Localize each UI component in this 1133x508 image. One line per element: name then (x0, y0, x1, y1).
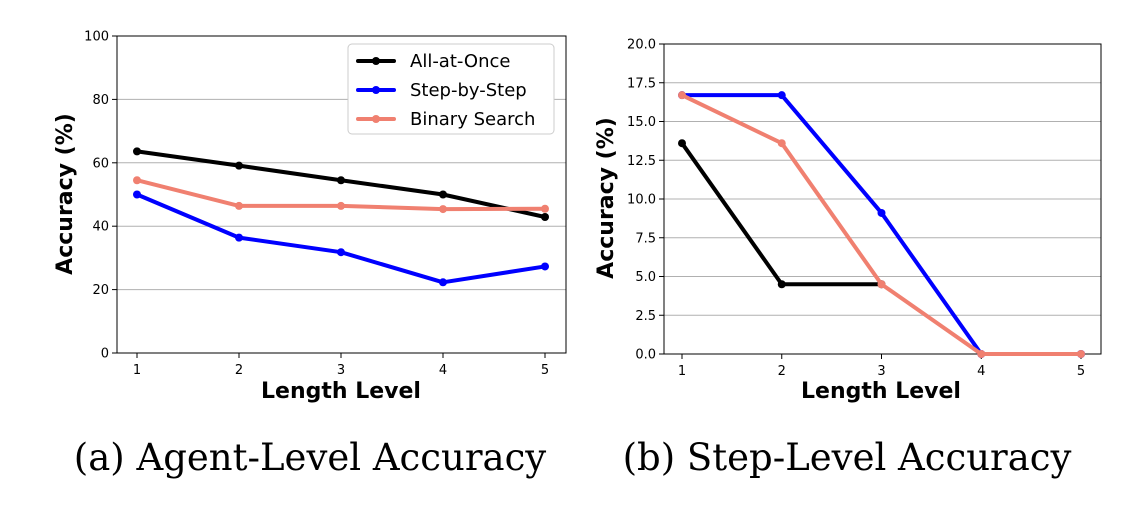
y-tick-label: 100 (84, 30, 109, 45)
y-tick-label: 0 (101, 347, 109, 362)
y-tick-label: 17.5 (627, 76, 656, 91)
y-tick-labels: 0.0 2.5 5.0 7.5 10.0 12.5 15.0 17.5 20.0 (627, 38, 664, 363)
y-tick-label: 5.0 (635, 270, 656, 285)
data-point-binary-search (678, 91, 686, 100)
data-point-binary-search (541, 204, 549, 213)
y-tick-label: 12.5 (627, 154, 656, 169)
y-axis-label: Accuracy (%) (594, 117, 619, 279)
data-point-all-at-once (541, 213, 549, 222)
series-lines (133, 147, 549, 287)
y-tick-label: 0.0 (635, 348, 656, 363)
caption-a: (a) Agent-Level Accuracy (74, 436, 547, 479)
data-point-step-by-step (133, 190, 141, 199)
x-axis-label: Length Level (801, 379, 961, 404)
y-tick-label: 20 (92, 283, 109, 298)
x-tick-label: 3 (337, 363, 345, 378)
data-point-binary-search (977, 350, 986, 358)
data-point-step-by-step (777, 91, 786, 100)
data-point-step-by-step (877, 208, 886, 217)
legend-label-step-by-step: Step-by-Step (410, 80, 527, 101)
data-point-all-at-once (133, 147, 141, 156)
legend-box (347, 43, 555, 135)
x-axis-label: Length Level (261, 379, 421, 404)
series-lines (678, 91, 1085, 358)
y-tick-label: 7.5 (635, 231, 656, 246)
grid-lines (664, 43, 1101, 355)
legend: All-at-Once Step-by-Step Binary Search (347, 43, 555, 135)
y-tick-label: 10.0 (627, 193, 656, 208)
x-tick-label: 3 (877, 364, 885, 379)
y-tick-label: 80 (92, 93, 109, 108)
x-tick-label: 4 (439, 363, 447, 378)
x-tick-label: 5 (541, 363, 549, 378)
x-tick-label: 1 (133, 363, 141, 378)
data-point-binary-search (439, 205, 447, 214)
y-tick-label: 20.0 (627, 38, 656, 53)
x-tick-label: 4 (977, 364, 985, 379)
data-point-all-at-once (235, 161, 243, 170)
x-tick-label: 2 (235, 363, 243, 378)
data-point-binary-search (235, 201, 243, 210)
x-tick-label: 5 (1077, 364, 1085, 379)
data-point-step-by-step (235, 233, 243, 242)
caption-b: (b) Step-Level Accuracy (623, 436, 1072, 479)
agent-level-accuracy-chart: 0 20 40 60 80 100 1 2 3 4 5 Accuracy (%) Length L… (53, 30, 567, 479)
legend-marker-all-at-once (372, 57, 380, 65)
x-tick-label: 2 (778, 364, 786, 379)
data-point-binary-search (337, 201, 345, 210)
y-tick-label: 15.0 (627, 115, 656, 130)
data-point-binary-search (777, 139, 786, 148)
step-level-accuracy-chart: 0.0 2.5 5.0 7.5 10.0 12.5 15.0 17.5 20.0 1 2 3 4 5 A… (594, 38, 1102, 479)
data-point-all-at-once (678, 139, 686, 148)
x-tick-labels: 1 2 3 4 5 (133, 353, 549, 378)
legend-label-all-at-once: All-at-Once (410, 51, 510, 72)
legend-marker-binary-search (372, 115, 380, 123)
x-tick-label: 1 (678, 364, 686, 379)
y-tick-labels: 0 20 40 60 80 100 (84, 30, 117, 362)
x-tick-labels: 1 2 3 4 5 (678, 354, 1085, 379)
data-point-all-at-once (337, 176, 345, 185)
series-line-all-at-once (680, 141, 884, 287)
y-tick-label: 40 (92, 220, 109, 235)
data-point-step-by-step (337, 248, 345, 257)
data-point-all-at-once (777, 280, 786, 289)
y-tick-label: 60 (92, 156, 109, 171)
data-point-step-by-step (439, 278, 447, 287)
data-point-binary-search (1077, 350, 1085, 358)
data-point-binary-search (877, 280, 886, 289)
y-tick-label: 2.5 (635, 309, 656, 324)
data-point-all-at-once (439, 190, 447, 199)
legend-label-binary-search: Binary Search (410, 109, 535, 130)
y-axis-label: Accuracy (%) (53, 113, 78, 275)
data-point-binary-search (133, 176, 141, 185)
legend-marker-step-by-step (372, 86, 380, 94)
data-point-step-by-step (541, 262, 549, 271)
